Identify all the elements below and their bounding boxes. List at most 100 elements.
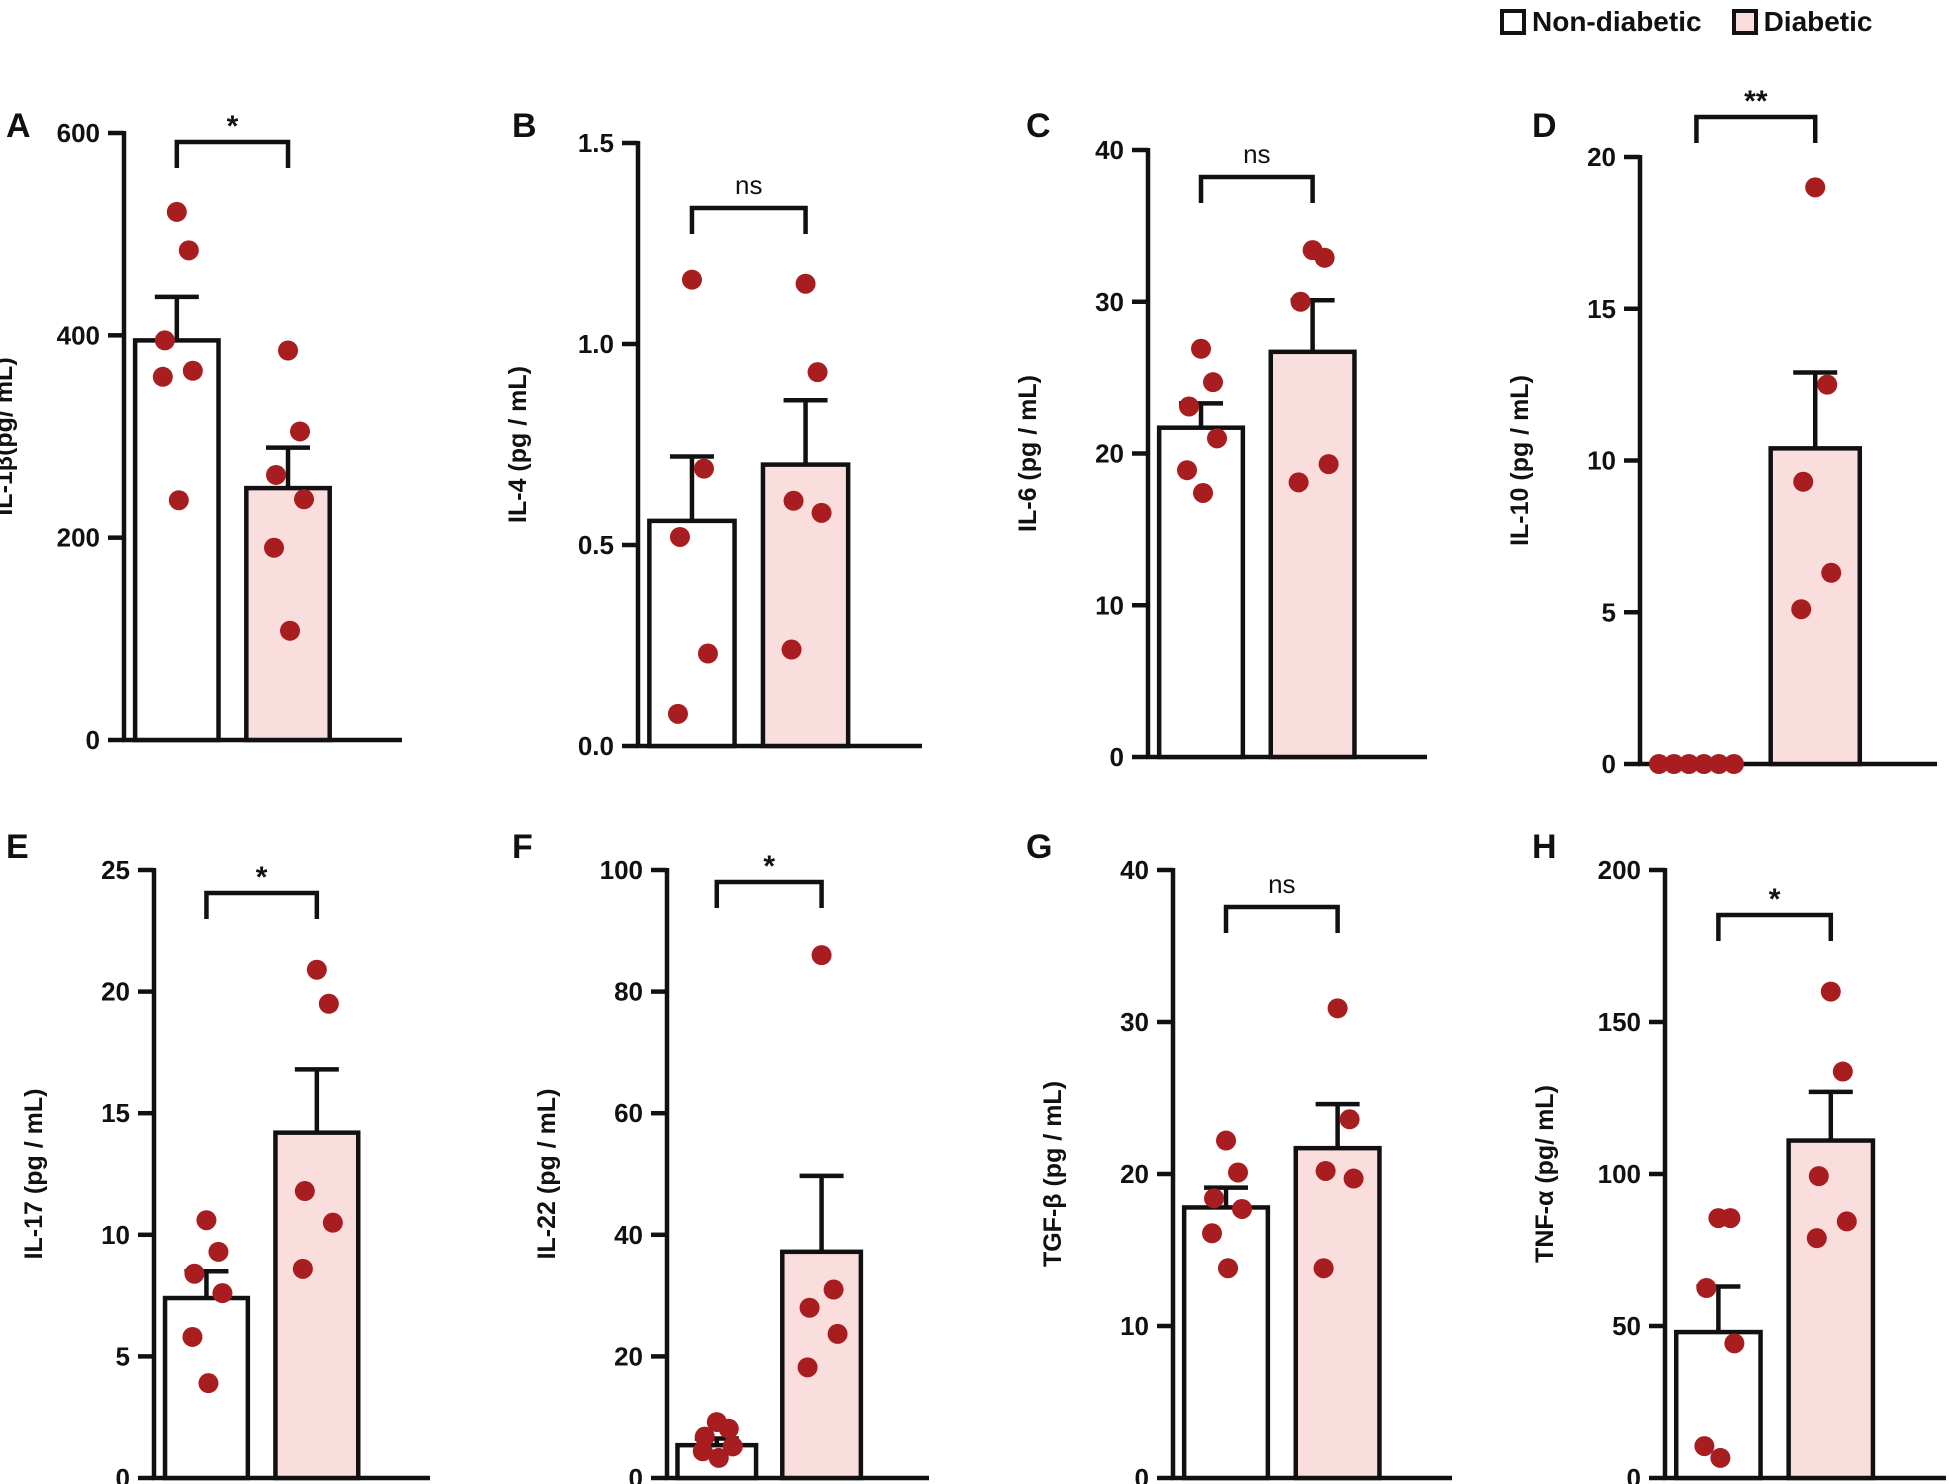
data-point-diabetic [1806, 1228, 1827, 1249]
data-point-diabetic [292, 1258, 313, 1279]
data-point-nondiabetic [1648, 754, 1669, 774]
data-point-diabetic [294, 489, 315, 510]
bar-diabetic [1268, 349, 1357, 760]
data-point-diabetic [1327, 998, 1348, 1019]
panel-h: H 0 50 100 150 200 TNF-α (pg/ mL) * [1531, 828, 1946, 1484]
data-point-diabetic [1820, 981, 1841, 1002]
panel-g: G 0 10 20 30 40 TGF-β (pg / mL) ns [1026, 828, 1452, 1484]
bar-nondiabetic [647, 518, 737, 749]
y-axis-label: IL-22 (pg / mL) [533, 1089, 561, 1260]
y-tick-label: 25 [101, 855, 130, 885]
y-tick-label: 40 [1095, 135, 1124, 165]
data-point-nondiabetic [1720, 1208, 1741, 1229]
legend-swatch-nondiabetic [1500, 9, 1526, 35]
panel-letter: G [1026, 828, 1052, 866]
y-tick-label: 0.0 [578, 731, 614, 761]
data-point-diabetic [1832, 1061, 1853, 1082]
data-point-nondiabetic [1693, 754, 1714, 774]
y-tick-label: 40 [614, 1220, 643, 1250]
data-point-nondiabetic [1228, 1162, 1249, 1183]
data-point-nondiabetic [681, 269, 702, 290]
y-tick-label: 20 [1587, 142, 1616, 172]
data-point-nondiabetic [1191, 338, 1212, 359]
data-point-diabetic [795, 273, 816, 294]
significance-label: ns [1243, 139, 1270, 169]
data-point-nondiabetic [182, 1326, 203, 1347]
panel-letter: A [6, 107, 31, 145]
y-tick-label: 0 [116, 1463, 130, 1484]
data-point-diabetic [318, 993, 339, 1014]
data-point-diabetic [811, 945, 832, 966]
y-tick-label: 40 [1120, 855, 1149, 885]
data-point-nondiabetic [1663, 754, 1684, 774]
y-axis-label: IL-1β(pg/ mL) [0, 357, 18, 515]
bar-nondiabetic [132, 338, 221, 743]
data-point-nondiabetic [1218, 1258, 1239, 1279]
data-point-diabetic [1290, 291, 1311, 312]
y-tick-label: 50 [1612, 1311, 1641, 1341]
y-tick-label: 200 [1598, 855, 1641, 885]
y-tick-label: 20 [1095, 439, 1124, 469]
data-point-nondiabetic [178, 240, 199, 261]
data-point-nondiabetic [1723, 754, 1744, 774]
data-point-nondiabetic [182, 360, 203, 381]
data-point-nondiabetic [1202, 1223, 1223, 1244]
data-point-diabetic [807, 362, 828, 383]
data-point-nondiabetic [693, 458, 714, 479]
data-point-nondiabetic [152, 366, 173, 387]
y-tick-label: 100 [600, 855, 643, 885]
data-point-nondiabetic [708, 1447, 729, 1468]
bar-nondiabetic [162, 1295, 251, 1481]
legend-label-nondiabetic: Non-diabetic [1532, 6, 1702, 37]
panel-letter: H [1532, 828, 1557, 866]
legend-swatch-diabetic [1731, 9, 1758, 35]
data-point-nondiabetic [722, 1436, 743, 1457]
y-axis-label: IL-4 (pg / mL) [504, 366, 532, 523]
data-point-diabetic [811, 502, 832, 523]
y-tick-label: 80 [614, 977, 643, 1007]
panel-letter: C [1026, 107, 1051, 145]
data-point-nondiabetic [1678, 754, 1699, 774]
data-point-diabetic [294, 1181, 315, 1202]
significance-label: ** [1744, 85, 1768, 118]
data-point-nondiabetic [208, 1241, 229, 1262]
bar-diabetic [780, 1249, 864, 1481]
y-tick-label: 0 [86, 725, 100, 755]
legend-item-nondiabetic: Non-diabetic [1500, 6, 1702, 38]
data-point-diabetic [278, 340, 299, 361]
significance-bracket [174, 139, 291, 168]
y-tick-label: 10 [1587, 446, 1616, 476]
data-point-diabetic [280, 620, 301, 641]
y-axis-label: IL-10 (pg / mL) [1506, 375, 1534, 546]
significance-bracket [1223, 904, 1340, 933]
data-point-nondiabetic [184, 1263, 205, 1284]
data-point-diabetic [1836, 1211, 1857, 1232]
data-point-nondiabetic [1179, 396, 1200, 417]
legend-item-diabetic: Diabetic [1731, 6, 1873, 38]
bar-diabetic [1786, 1138, 1876, 1481]
data-point-diabetic [264, 537, 285, 558]
panel-letter: B [512, 107, 537, 145]
significance-bracket [714, 879, 824, 908]
y-tick-label: 1.0 [578, 329, 614, 359]
y-tick-label: 0 [629, 1463, 643, 1484]
significance-label: * [227, 110, 239, 143]
data-point-nondiabetic [212, 1283, 233, 1304]
y-tick-label: 30 [1095, 287, 1124, 317]
data-point-nondiabetic [1708, 754, 1729, 774]
y-tick-label: 20 [1120, 1159, 1149, 1189]
significance-bracket [1716, 912, 1834, 941]
data-point-nondiabetic [1232, 1198, 1253, 1219]
data-point-diabetic [1343, 1168, 1364, 1189]
data-point-diabetic [1821, 562, 1842, 583]
y-axis-label: IL-6 (pg / mL) [1014, 375, 1042, 532]
y-tick-label: 0 [1110, 742, 1124, 772]
panel-e: E 0 5 10 15 20 25 IL-17 (pg / mL) * [6, 828, 430, 1484]
data-point-nondiabetic [168, 490, 189, 511]
legend: Non-diabetic Diabetic [1500, 6, 1903, 38]
y-tick-label: 1.5 [578, 128, 614, 158]
bar-nondiabetic [1181, 1205, 1271, 1481]
data-point-nondiabetic [1204, 1188, 1225, 1209]
data-point-nondiabetic [697, 643, 718, 664]
